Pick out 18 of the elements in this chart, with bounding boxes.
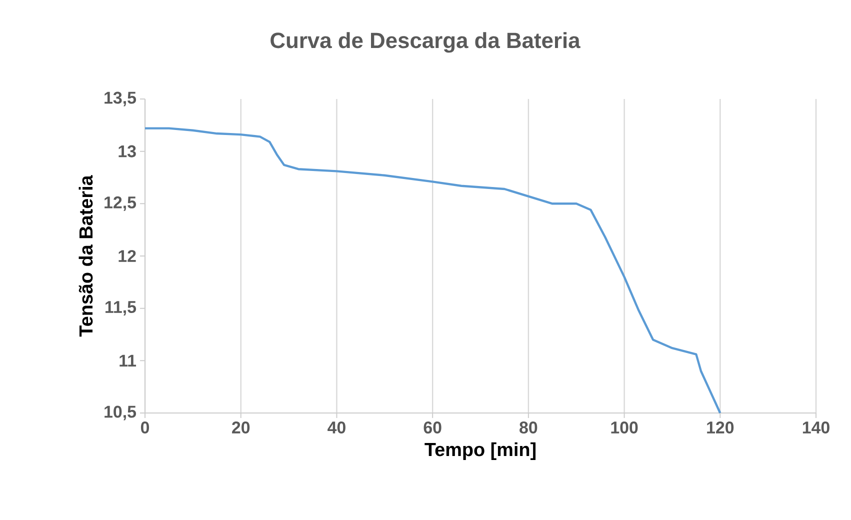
y-tick-label: 12,5 xyxy=(104,196,136,211)
x-tick-label: 20 xyxy=(232,422,250,434)
x-tick-label: 0 xyxy=(140,422,150,434)
x-axis-title: Tempo [min] xyxy=(424,442,536,460)
x-tick-label: 120 xyxy=(707,422,734,434)
y-axis-title: Tensão da Bateria xyxy=(78,175,93,337)
x-tick-label: 100 xyxy=(611,422,638,434)
y-tick-label: 13 xyxy=(118,145,136,158)
y-tick-label: 10,5 xyxy=(104,406,136,420)
y-tick-label: 11 xyxy=(120,354,136,366)
chart-title: Curva de Descarga da Bateria xyxy=(270,32,580,53)
x-tick-label: 80 xyxy=(520,422,538,434)
x-tick-label: 140 xyxy=(802,422,830,434)
x-tick-label: 60 xyxy=(424,422,442,434)
y-tick-label: 11,5 xyxy=(106,301,136,316)
x-tick-label: 40 xyxy=(328,422,346,434)
y-tick-label: 12 xyxy=(118,250,136,262)
y-tick-label: 13,5 xyxy=(104,92,136,106)
